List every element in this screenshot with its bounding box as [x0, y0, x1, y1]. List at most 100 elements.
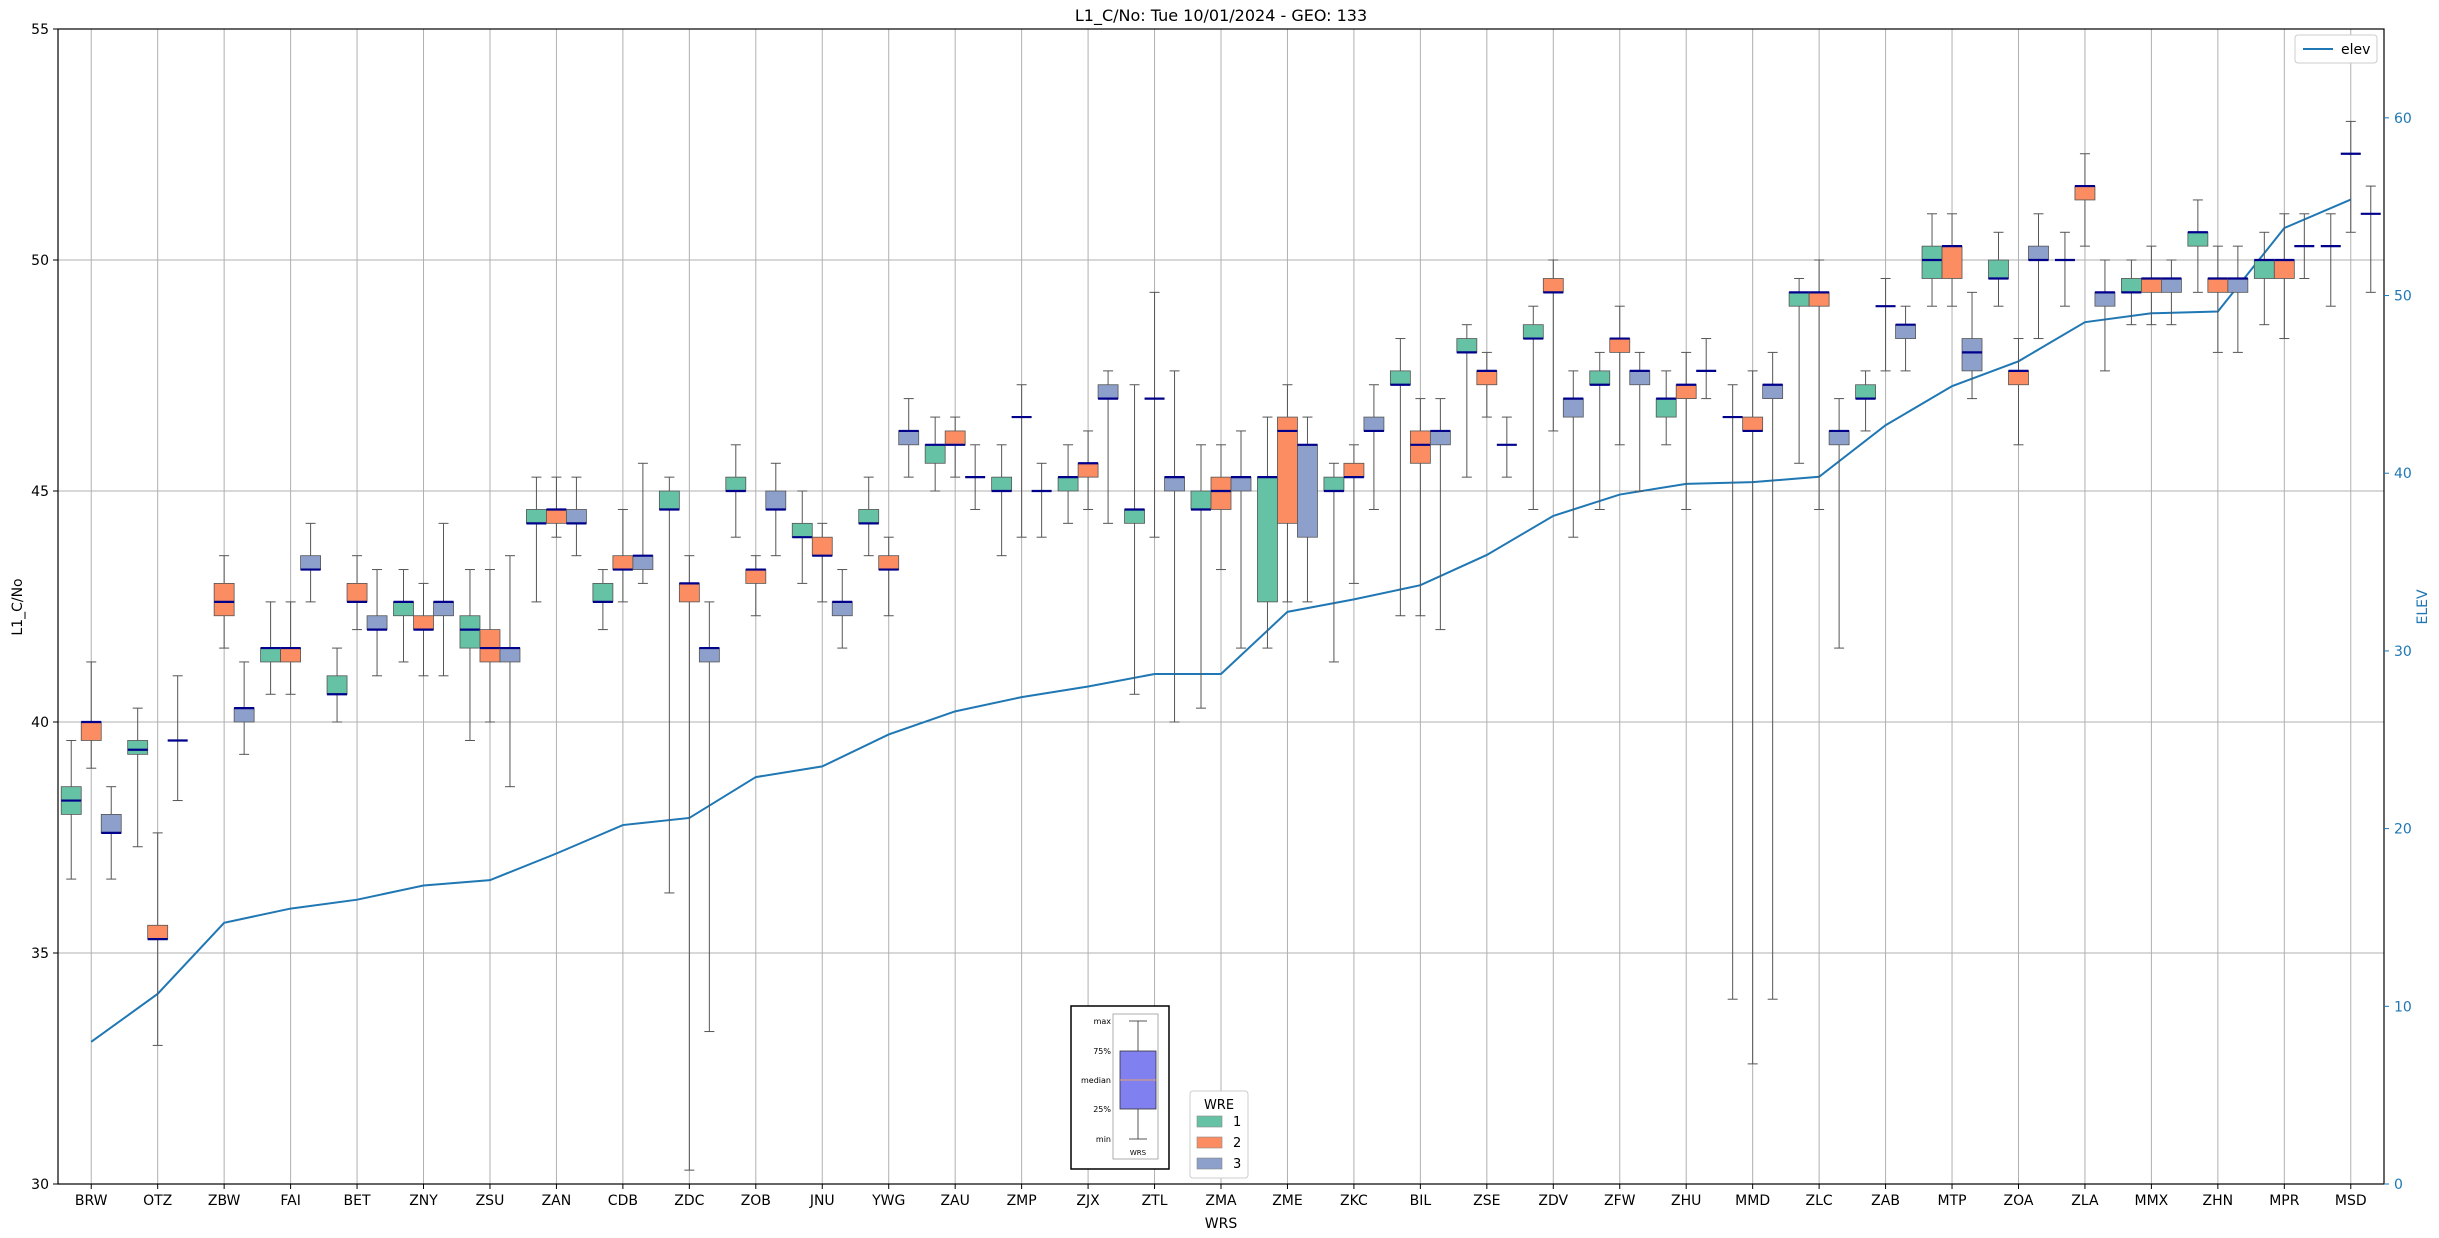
iqr-box [1277, 416, 1298, 524]
box-key-label-median: median [1081, 1076, 1111, 1085]
iqr-box [1629, 370, 1651, 386]
iqr-box [1828, 430, 1850, 446]
iqr-box [612, 555, 634, 570]
box-wre-3 [366, 569, 388, 677]
box-wre-3 [1895, 305, 1916, 372]
x-tick-label: ZAN [542, 1193, 572, 1209]
box-wre-1 [1788, 277, 1810, 464]
box-wre-1 [1389, 338, 1411, 617]
x-tick-label: ZBW [208, 1193, 241, 1209]
box-wre-2 [678, 555, 700, 1171]
iqr-box [346, 583, 368, 603]
box-wre-3 [1230, 430, 1252, 649]
box-wre-3 [233, 661, 255, 755]
x-tick-label: MMX [2135, 1193, 2169, 1209]
box-wre-3 [1297, 416, 1318, 603]
box-wre-3 [1429, 398, 1451, 631]
box-wre-1 [858, 476, 880, 557]
iqr-box [791, 522, 813, 538]
boxes-layer [60, 120, 2381, 1171]
iqr-box [280, 647, 302, 663]
box-wre-3 [1031, 462, 1052, 538]
x-tick-label: ZNY [409, 1193, 438, 1209]
iqr-box [1988, 259, 2009, 279]
iqr-box [1257, 476, 1278, 603]
x-tick-label: YWG [871, 1193, 905, 1209]
iqr-box [1476, 370, 1498, 386]
axes-layer: BRW OTZ ZBW FAI BET ZNY ZSU ZAN CDB ZDC ZOB JNU YWG Z… [31, 22, 2412, 1209]
box-wre-3 [1696, 338, 1717, 400]
box-wre-3 [2227, 245, 2249, 353]
box-wre-2 [1875, 277, 1896, 372]
y-tick-label: 35 [31, 946, 49, 962]
iqr-box [526, 509, 547, 524]
iqr-box [1788, 291, 1810, 307]
wre-legend-label-1: 1 [1233, 1115, 1241, 1130]
box-wre-3 [1164, 370, 1185, 723]
x-tick-label: ZDC [674, 1193, 704, 1209]
iqr-box [1941, 245, 1963, 279]
x-tick-label: MSD [2335, 1193, 2367, 1209]
x-tick-label: ZHN [2203, 1193, 2234, 1209]
x-tick-label: BRW [75, 1193, 108, 1209]
iqr-box [632, 555, 654, 570]
iqr-box [433, 601, 454, 617]
box-wre-2 [1077, 430, 1099, 510]
iqr-box [213, 583, 235, 617]
iqr-box [2028, 245, 2049, 261]
x-tick-label: ZSU [476, 1193, 505, 1209]
box-wre-2 [280, 601, 302, 695]
x-tick-label: ZFW [1604, 1193, 1636, 1209]
iqr-box [878, 555, 900, 570]
iqr-box [1808, 291, 1830, 307]
iqr-box [678, 583, 700, 603]
iqr-box [2008, 370, 2029, 386]
y-tick-label: 30 [31, 1177, 49, 1193]
box-wre-2 [413, 582, 434, 677]
box-wre-1 [60, 739, 82, 880]
box-wre-2 [2207, 245, 2229, 353]
iqr-box [2140, 278, 2162, 293]
x-tick-label: ZHU [1671, 1193, 1701, 1209]
box-wre-3 [100, 786, 122, 880]
box-wre-3 [2360, 185, 2381, 293]
box-wre-1 [2253, 231, 2275, 326]
iqr-box [991, 476, 1013, 492]
box-wre-2 [1476, 351, 1498, 418]
iqr-box [811, 536, 833, 557]
x-tick-label: ZME [1272, 1193, 1303, 1209]
x-tick-label: ZSE [1473, 1193, 1500, 1209]
box-wre-2 [346, 555, 368, 631]
y-tick-label: 55 [31, 22, 49, 38]
box-wre-3 [1828, 398, 1850, 649]
box-wre-2 [1742, 370, 1764, 1065]
wre-legend: WRE 1 2 3 [1189, 1090, 1249, 1179]
box-wre-1 [260, 601, 282, 695]
box-wre-2 [1609, 305, 1631, 446]
box-wre-3 [167, 675, 188, 802]
box-wre-1 [924, 416, 946, 492]
iqr-box [1522, 324, 1544, 339]
iqr-box [1230, 476, 1252, 492]
iqr-box [1097, 384, 1119, 399]
box-wre-3 [2294, 213, 2315, 279]
box-wre-3 [2094, 259, 2116, 372]
iqr-box [2094, 291, 2116, 307]
x-tick-label: ZMP [1007, 1193, 1037, 1209]
box-key-label-max: max [1094, 1017, 1112, 1026]
wre-legend-label-3: 3 [1233, 1157, 1241, 1172]
box-wre-2 [1941, 213, 1963, 307]
iqr-box [80, 721, 102, 741]
box-wre-1 [1988, 231, 2009, 307]
box-wre-2 [1277, 384, 1298, 603]
iqr-box [658, 490, 680, 510]
box-wre-1 [1589, 351, 1611, 510]
box-wre-3 [765, 462, 787, 557]
box-wre-1 [2187, 199, 2209, 293]
x-tick-label: ZJX [1076, 1193, 1100, 1209]
x-tick-label: ZLA [2071, 1193, 2099, 1209]
box-wre-2 [745, 555, 767, 617]
box-wre-3 [1961, 291, 1983, 400]
box-wre-2 [944, 416, 966, 478]
